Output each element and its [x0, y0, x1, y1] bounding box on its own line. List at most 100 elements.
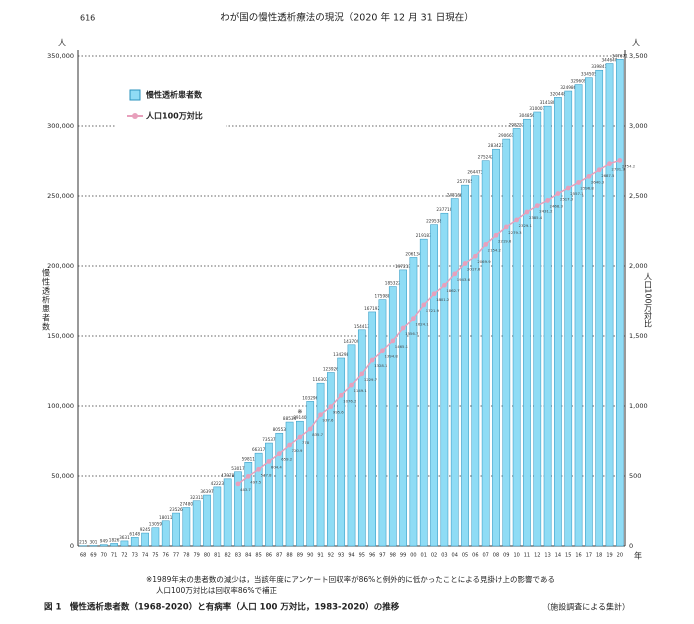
bar-value-label: 13059	[149, 522, 163, 527]
bar-value-label: 237710	[436, 207, 452, 212]
rate-value-label: 2596.8	[581, 185, 595, 190]
legend-label: 人口100万対比	[146, 111, 203, 121]
bar-value-label: 89140	[293, 415, 307, 420]
x-tick-label: 18	[596, 553, 602, 559]
bar	[512, 128, 521, 547]
rate-value-label: 1721.9	[426, 308, 440, 313]
y2-axis-label: 人口100万対比	[644, 272, 653, 328]
rate-marker	[452, 271, 458, 277]
x-tick-label: 95	[359, 553, 365, 559]
x-tick-label: 08	[493, 553, 499, 559]
x-tick-label: 09	[503, 553, 509, 559]
bar-value-label: 301	[89, 540, 97, 545]
bar	[120, 540, 129, 547]
x-tick-label: 97	[379, 553, 385, 559]
rate-marker	[256, 466, 262, 472]
rate-marker	[411, 316, 416, 322]
rate-marker	[607, 161, 612, 167]
x-tick-label: 07	[482, 553, 488, 559]
rate-value-label: 2017.6	[467, 267, 481, 272]
x-tick-label: 70	[101, 553, 107, 559]
rate-marker	[328, 404, 334, 410]
rate-value-label: 2557.1	[570, 191, 584, 196]
rate-marker	[524, 209, 530, 215]
bar	[595, 69, 604, 547]
bar	[543, 105, 552, 547]
rate-value-label: 1394.8	[384, 354, 398, 359]
bar	[244, 462, 253, 547]
rate-value-label: 835.7	[312, 432, 323, 437]
y-tick-label: 50,000	[51, 472, 74, 480]
bar	[615, 59, 624, 547]
bar-value-label: 42223	[211, 481, 225, 486]
y-tick-label: 350,000	[47, 52, 74, 60]
bar	[316, 382, 325, 547]
x-tick-label: 73	[132, 553, 138, 559]
rate-value-label: 2069.9	[477, 259, 491, 264]
bar	[296, 420, 304, 547]
rate-value-label: 1229.7	[364, 377, 378, 382]
bar-value-label: 339841	[591, 64, 607, 69]
bar-value-label: 80553	[273, 427, 287, 432]
x-tick-label: 68	[80, 553, 86, 559]
legend-swatch	[129, 89, 141, 101]
bar	[254, 452, 263, 547]
x-tick-label: 93	[338, 553, 344, 559]
x-tick-label: 80	[204, 553, 210, 559]
x-tick-label: 75	[152, 553, 158, 559]
rate-value-label: 2687.5	[601, 173, 615, 178]
x-tick-label: 17	[586, 553, 592, 559]
rate-marker	[276, 451, 282, 457]
bar-value-label: 185322	[385, 281, 401, 286]
rate-value-label: 2640.3	[591, 179, 605, 184]
rate-marker	[472, 253, 478, 259]
rate-value-label: 2517.3	[560, 197, 574, 202]
bar-value-label: 334505	[581, 72, 597, 77]
rate-marker	[617, 158, 623, 163]
rate-marker	[462, 261, 468, 266]
bar-value-label: 324986	[560, 85, 576, 90]
bar	[554, 97, 562, 547]
bar	[471, 175, 480, 547]
bar	[161, 520, 170, 547]
bar	[285, 421, 294, 547]
rate-marker	[266, 458, 272, 464]
y2-tick-label: 1,000	[629, 402, 648, 410]
bar	[357, 329, 366, 547]
note: ※1989年末の患者数の減少は，当該年度にアンケート回収率が86%と例外的に低か…	[146, 574, 555, 584]
x-tick-label: 92	[328, 553, 334, 559]
y2-tick-label: 2,500	[629, 192, 648, 200]
rate-value-label: 1328.1	[374, 363, 388, 368]
bar-value-label: 290661	[498, 133, 514, 138]
bar-value-label: 329609	[571, 79, 587, 84]
x-tick-label: 20	[617, 553, 623, 559]
bar	[110, 543, 118, 547]
bar-value-label: 167192	[364, 306, 380, 311]
bar	[327, 372, 335, 547]
rate-value-label: 2219.6	[498, 238, 512, 243]
rate-value-label: 1862.7	[446, 288, 460, 293]
rate-marker	[380, 348, 385, 354]
bar	[172, 512, 180, 547]
bar-value-label: 32311	[190, 495, 204, 500]
x-tick-label: 14	[555, 553, 561, 559]
x-tick-label: 05	[462, 553, 468, 559]
bar-value-label: 123926	[323, 367, 339, 372]
x-tick-label: 01	[421, 553, 427, 559]
rate-value-label: 2731.3	[612, 167, 626, 172]
rate-value-label: 1556.7	[405, 331, 419, 336]
rate-value-label: 659.2	[281, 457, 292, 462]
bar	[502, 138, 511, 547]
x-tick-label: 98	[390, 553, 396, 559]
rate-value-label: 2431.2	[539, 209, 553, 214]
rate-marker	[318, 412, 323, 418]
y2-tick-label: 500	[629, 472, 641, 480]
bar-value-label: 27480	[180, 502, 194, 507]
bar	[523, 118, 531, 547]
rate-marker	[565, 185, 571, 191]
rate-value-label: 1465.1	[395, 344, 409, 349]
caption-source: （施設調査による集計）	[542, 602, 630, 612]
annotation: ※	[297, 409, 302, 416]
bar-value-label: 283421	[488, 143, 504, 148]
y-tick-label: 250,000	[47, 192, 74, 200]
